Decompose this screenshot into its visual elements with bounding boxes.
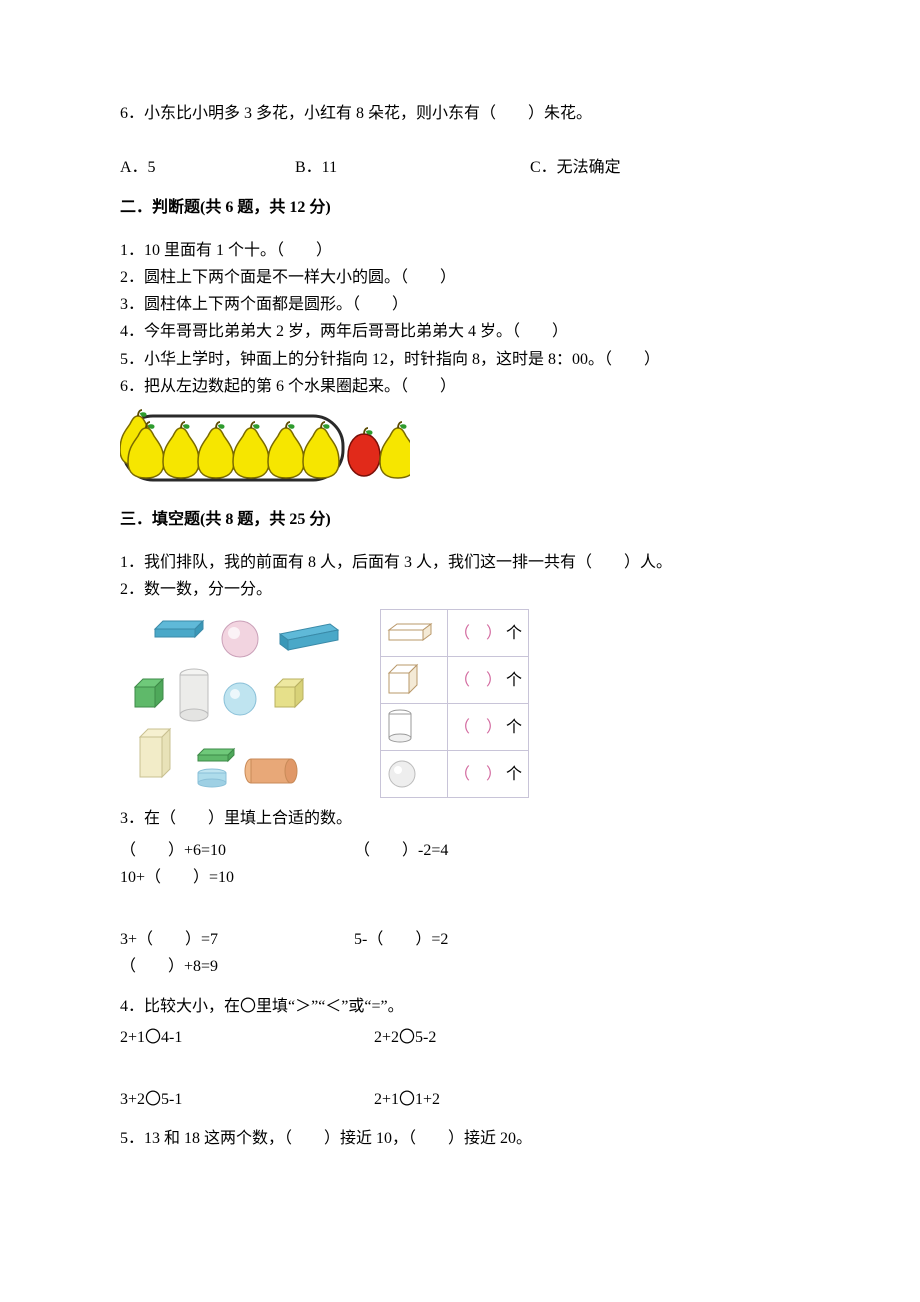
s2-item-6: 6．把从左边数起的第 6 个水果圈起来。（ ） [120,373,800,400]
s2-item-2: 2．圆柱上下两个面是不一样大小的圆。（ ） [120,264,800,291]
count-table: （ ） 个 （ ） 个 （ ） 个 （ ） 个 [380,609,529,798]
s2-item-4: 4．今年哥哥比弟弟大 2 岁，两年后哥哥比弟弟大 4 岁。（ ） [120,318,800,345]
s3-q4-label: 4．比较大小，在〇里填“＞”“＜”或“=”。 [120,993,800,1020]
s2-item-5: 5．小华上学时，钟面上的分针指向 12，时针指向 8，这时是 8：00。（ ） [120,346,800,373]
spacer [120,127,800,154]
table-row: （ ） 个 [381,610,529,657]
s3-q3-label: 3．在（ ）里填上合适的数。 [120,805,800,832]
q4-row2: 3+2〇5-1 2+1〇1+2 [120,1086,800,1113]
count-blank: （ ） 个 [448,610,529,657]
q4-row1: 2+1〇4-1 2+2〇5-2 [120,1024,800,1051]
count-blank: （ ） 个 [448,704,529,751]
q6-opt-a: A．5 [120,154,295,181]
cube-icon [381,657,448,704]
s2-item-3: 3．圆柱体上下两个面都是圆形。（ ） [120,291,800,318]
s3-q2-label: 2．数一数，分一分。 [120,576,800,603]
table-row: （ ） 个 [381,704,529,751]
q6-opt-c: C．无法确定 [530,154,621,181]
s2-item-1: 1．10 里面有 1 个十。（ ） [120,237,800,264]
sphere-icon [381,751,448,798]
spacer [120,895,800,922]
q6-opt-b: B．11 [295,154,530,181]
table-row: （ ） 个 [381,657,529,704]
section2-title: 二．判断题(共 6 题，共 12 分) [120,194,800,221]
cuboid-icon [381,610,448,657]
s3-q1: 1．我们排队，我的前面有 8 人，后面有 3 人，我们这一排一共有（ ）人。 [120,549,800,576]
q3-row2: 3+（ ）=7 5-（ ）=2 （ ）+8=9 [120,926,800,980]
section3-title: 三．填空题(共 8 题，共 25 分) [120,506,800,533]
spacer [120,1055,800,1082]
fruit-image [120,408,800,486]
table-row: （ ） 个 [381,751,529,798]
s3-q5: 5．13 和 18 这两个数，（ ）接近 10，（ ）接近 20。 [120,1125,800,1152]
cylinder-icon [381,704,448,751]
shapes-figure: （ ） 个 （ ） 个 （ ） 个 （ ） 个 [120,609,800,799]
q3-row1: （ ）+6=10 （ ）-2=4 10+（ ）=10 [120,837,800,891]
q6-text: 6．小东比小明多 3 多花，小红有 8 朵花，则小东有（ ）朱花。 [120,100,800,127]
q6-options: A．5 B．11 C．无法确定 [120,154,800,181]
count-blank: （ ） 个 [448,657,529,704]
count-blank: （ ） 个 [448,751,529,798]
